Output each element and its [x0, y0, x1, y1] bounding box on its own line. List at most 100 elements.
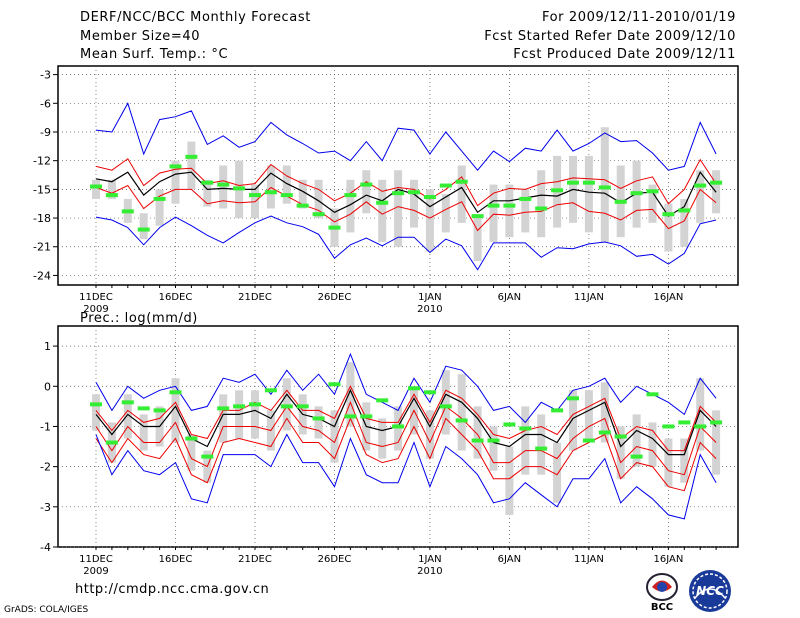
- observed-marker: [614, 434, 627, 439]
- observed-marker: [598, 185, 611, 190]
- observed-marker: [185, 154, 198, 159]
- spread-bar: [457, 165, 466, 223]
- observed-marker: [169, 164, 182, 169]
- spread-bar: [680, 438, 689, 483]
- observed-marker: [630, 191, 643, 196]
- observed-marker: [344, 193, 357, 198]
- series-line-max: [95, 102, 717, 171]
- spread-bar: [394, 170, 403, 247]
- spread-bar: [378, 179, 387, 242]
- x-tick-label: 26DEC: [318, 292, 352, 303]
- x-tick-sublabel: 2009: [83, 304, 108, 315]
- spread-bar: [123, 394, 132, 439]
- series-line-q75: [95, 385, 717, 452]
- series-line-q10: [95, 417, 717, 492]
- observed-marker: [535, 206, 548, 211]
- spread-bar: [537, 170, 546, 238]
- bcc-logo-text: BCC: [651, 602, 673, 612]
- spread-bar: [92, 179, 100, 199]
- observed-marker: [376, 398, 389, 403]
- spread-bar: [441, 370, 450, 435]
- spread-bar: [632, 414, 641, 467]
- observed-marker: [121, 209, 134, 214]
- observed-marker: [710, 420, 723, 425]
- y-tick-label: 1: [44, 340, 51, 353]
- observed-marker: [678, 208, 691, 213]
- observed-marker: [233, 186, 246, 191]
- spread-bar: [664, 203, 673, 252]
- spread-bar: [410, 179, 418, 228]
- observed-marker: [90, 184, 102, 189]
- y-tick-label: -3: [40, 69, 51, 82]
- member-size-label: Member Size=40: [80, 29, 201, 44]
- observed-marker: [455, 179, 468, 184]
- y-tick-label: 0: [44, 380, 51, 393]
- spread-bar: [696, 170, 705, 223]
- observed-marker: [519, 196, 532, 201]
- spread-bar: [203, 179, 212, 207]
- spread-bar: [473, 406, 482, 459]
- observed-marker: [503, 203, 516, 208]
- y-tick-label: -3: [40, 501, 51, 514]
- observed-marker: [90, 402, 102, 407]
- observed-marker: [551, 188, 564, 193]
- observed-marker: [646, 392, 659, 397]
- spread-bar: [712, 410, 721, 475]
- observed-marker: [551, 408, 564, 413]
- spread-bar: [616, 426, 625, 479]
- footer-url: http://cmdp.ncc.cma.gov.cn: [75, 582, 270, 597]
- y-tick-label: -18: [33, 212, 51, 225]
- x-tick-label: 11JAN: [574, 554, 604, 565]
- spread-bar: [171, 160, 180, 204]
- observed-marker: [185, 436, 198, 441]
- observed-marker: [582, 438, 595, 443]
- observed-marker: [153, 408, 166, 413]
- observed-marker: [296, 404, 309, 409]
- ncc-logo-text: NCC: [696, 584, 724, 598]
- series-line-mean: [95, 171, 717, 217]
- observed-marker: [582, 180, 595, 185]
- spread-bar: [425, 410, 434, 459]
- y-tick-label: -4: [40, 541, 51, 554]
- x-tick-label: 26DEC: [318, 554, 352, 565]
- observed-marker: [280, 404, 293, 409]
- x-tick-label: 16JAN: [653, 554, 683, 565]
- spread-bar: [489, 426, 498, 471]
- fcst-produced-label: Fcst Produced Date 2009/12/11: [513, 47, 736, 62]
- spread-bar: [155, 189, 164, 226]
- observed-marker: [503, 422, 516, 427]
- x-tick-sublabel: 2009: [83, 566, 108, 577]
- x-tick-label: 1JAN: [418, 554, 441, 565]
- x-tick-label: 6JAN: [498, 292, 521, 303]
- series-line-max: [95, 352, 717, 424]
- figure-title: DERF/NCC/BCC Monthly Forecast: [80, 10, 311, 25]
- spread-bar: [457, 374, 466, 451]
- observed-marker: [614, 199, 627, 204]
- spread-bar: [584, 155, 593, 233]
- spread-bar: [569, 390, 577, 451]
- spread-bar: [362, 170, 371, 214]
- observed-marker: [249, 193, 261, 198]
- observed-marker: [519, 426, 532, 431]
- observed-marker: [392, 191, 405, 196]
- series-line-min: [95, 433, 717, 520]
- series-line-q75: [95, 158, 717, 207]
- observed-marker: [137, 406, 150, 411]
- spread-bar: [696, 378, 705, 451]
- observed-marker: [694, 424, 707, 429]
- spread-bar: [282, 165, 291, 204]
- observed-marker: [264, 388, 277, 393]
- y-tick-label: -1: [40, 420, 51, 433]
- observed-marker: [121, 400, 134, 405]
- spread-bar: [107, 179, 116, 199]
- observed-marker: [439, 183, 452, 188]
- observed-marker: [105, 440, 118, 445]
- spread-bar: [537, 414, 546, 475]
- spread-bar: [251, 390, 259, 439]
- spread-bar: [394, 406, 403, 451]
- observed-marker: [487, 203, 500, 208]
- observed-marker: [471, 438, 484, 443]
- x-tick-label: 1JAN: [418, 292, 441, 303]
